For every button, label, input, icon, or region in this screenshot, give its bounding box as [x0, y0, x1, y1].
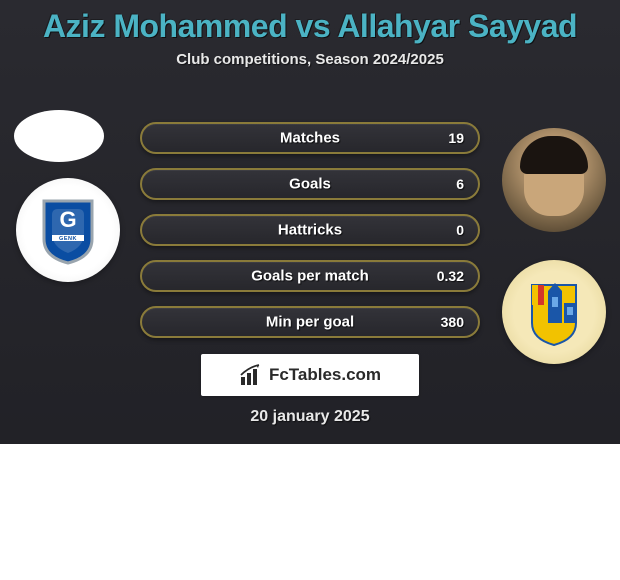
stat-row-gpm: Goals per match 0.32	[140, 260, 480, 292]
stat-label: Hattricks	[278, 222, 342, 239]
comparison-card: Aziz Mohammed vs Allahyar Sayyad Club co…	[0, 0, 620, 580]
stat-row-hattricks: Hattricks 0	[140, 214, 480, 246]
stat-row-matches: Matches 19	[140, 122, 480, 154]
stat-label: Matches	[280, 130, 340, 147]
page-title: Aziz Mohammed vs Allahyar Sayyad	[0, 8, 620, 45]
stat-value-right: 0.32	[437, 268, 464, 284]
content-area: Aziz Mohammed vs Allahyar Sayyad Club co…	[0, 0, 620, 580]
stat-row-mpg: Min per goal 380	[140, 306, 480, 338]
stat-label: Goals per match	[251, 268, 369, 285]
stats-area: Matches 19 Goals 6 Hattricks 0 Goals per…	[0, 122, 620, 352]
page-subtitle: Club competitions, Season 2024/2025	[0, 51, 620, 68]
stat-label: Goals	[289, 176, 331, 193]
stat-value-right: 0	[456, 222, 464, 238]
date-label: 20 january 2025	[250, 408, 369, 426]
stat-label: Min per goal	[266, 314, 354, 331]
stat-value-right: 19	[448, 130, 464, 146]
stat-value-right: 6	[456, 176, 464, 192]
stat-row-goals: Goals 6	[140, 168, 480, 200]
watermark-text: FcTables.com	[269, 365, 381, 385]
watermark: FcTables.com	[201, 354, 419, 396]
stat-value-right: 380	[441, 314, 464, 330]
bar-chart-icon	[239, 363, 263, 387]
